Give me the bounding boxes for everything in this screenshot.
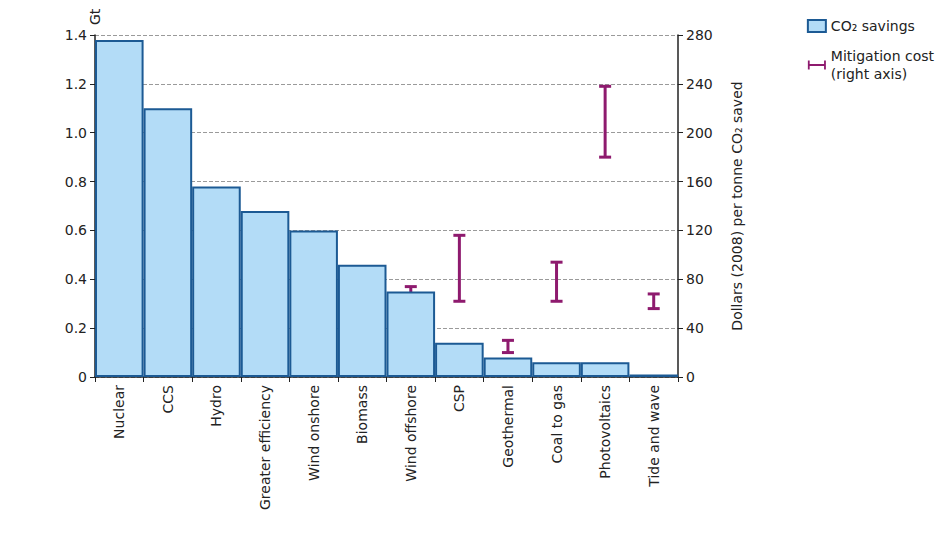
svg-text:Wind offshore: Wind offshore bbox=[403, 385, 419, 482]
svg-text:1.2: 1.2 bbox=[65, 76, 87, 92]
svg-text:0: 0 bbox=[686, 369, 695, 385]
svg-text:Greater efficiency: Greater efficiency bbox=[257, 385, 273, 510]
svg-text:120: 120 bbox=[686, 222, 713, 238]
svg-text:Nuclear: Nuclear bbox=[111, 385, 127, 439]
svg-text:80: 80 bbox=[686, 271, 704, 287]
svg-text:Tide and wave: Tide and wave bbox=[646, 385, 662, 488]
svg-text:Wind onshore: Wind onshore bbox=[306, 385, 322, 481]
svg-text:Hydro: Hydro bbox=[208, 385, 224, 427]
svg-text:CO₂ savings: CO₂ savings bbox=[831, 18, 915, 34]
svg-text:CCS: CCS bbox=[160, 385, 176, 414]
svg-text:Coal to gas: Coal to gas bbox=[549, 385, 565, 464]
svg-text:Geothermal: Geothermal bbox=[500, 385, 516, 468]
svg-text:(right axis): (right axis) bbox=[831, 66, 907, 82]
svg-text:200: 200 bbox=[686, 125, 713, 141]
svg-text:1.0: 1.0 bbox=[65, 125, 87, 141]
svg-text:240: 240 bbox=[686, 76, 713, 92]
svg-text:Gt: Gt bbox=[87, 8, 103, 25]
svg-text:0.4: 0.4 bbox=[65, 271, 87, 287]
svg-text:Biomass: Biomass bbox=[354, 385, 370, 444]
svg-text:0.2: 0.2 bbox=[65, 320, 87, 336]
svg-text:40: 40 bbox=[686, 320, 704, 336]
svg-text:Dollars (2008) per tonne CO₂ s: Dollars (2008) per tonne CO₂ saved bbox=[729, 81, 745, 330]
svg-text:CSP: CSP bbox=[451, 385, 467, 412]
svg-text:Mitigation cost: Mitigation cost bbox=[831, 48, 935, 64]
svg-text:Photovoltaics: Photovoltaics bbox=[597, 385, 613, 479]
svg-text:0.8: 0.8 bbox=[65, 174, 87, 190]
svg-text:280: 280 bbox=[686, 27, 713, 43]
svg-text:160: 160 bbox=[686, 174, 713, 190]
svg-text:1.4: 1.4 bbox=[65, 27, 87, 43]
svg-text:0: 0 bbox=[78, 369, 87, 385]
svg-text:0.6: 0.6 bbox=[65, 222, 87, 238]
